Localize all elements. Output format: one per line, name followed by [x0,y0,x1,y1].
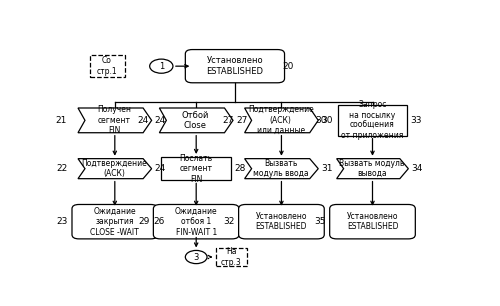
Text: 21: 21 [56,116,67,125]
Text: Установлено
ESTABLISHED: Установлено ESTABLISHED [206,57,264,76]
Polygon shape [336,159,408,179]
Polygon shape [78,159,152,179]
Circle shape [186,250,207,264]
Text: 30: 30 [316,116,327,125]
Text: 34: 34 [412,164,423,173]
Polygon shape [244,159,318,179]
Text: Вызвать модуль
вывода: Вызвать модуль вывода [339,159,404,178]
FancyBboxPatch shape [72,204,158,239]
Text: Получен
сегмент
FIN: Получен сегмент FIN [97,106,131,135]
Text: 27: 27 [236,116,248,125]
Text: Ожидание
отбоя 1
FIN-WAIT 1: Ожидание отбоя 1 FIN-WAIT 1 [175,207,218,237]
Text: 27: 27 [222,116,234,125]
Text: 24: 24 [154,116,166,125]
Bar [216,248,246,266]
Bar [338,105,407,136]
Circle shape [150,59,173,73]
Text: 20: 20 [282,62,294,71]
Text: 24: 24 [154,164,166,173]
Polygon shape [244,108,318,133]
Text: Установлено
ESTABLISHED: Установлено ESTABLISHED [256,212,307,231]
Text: Со
стр.1: Со стр.1 [97,57,117,76]
FancyBboxPatch shape [154,204,239,239]
Text: 24: 24 [138,116,148,125]
Text: Запрос
на посылку
сообщения
от приложения: Запрос на посылку сообщения от приложени… [342,100,404,140]
Text: Вызвать
модуль ввода: Вызвать модуль ввода [253,159,308,178]
FancyBboxPatch shape [238,204,324,239]
Text: 35: 35 [314,217,326,226]
Text: 31: 31 [322,164,333,173]
Text: 32: 32 [224,217,234,226]
Text: 26: 26 [154,217,165,226]
FancyBboxPatch shape [186,50,284,83]
Text: На
стр.3: На стр.3 [220,247,242,267]
Text: 30: 30 [322,116,333,125]
Text: Послать
сегмент
FIN: Послать сегмент FIN [180,154,213,184]
Text: 1: 1 [158,62,164,71]
Text: 29: 29 [138,217,149,226]
Text: 28: 28 [234,164,245,173]
Text: Ожидание
закрытия
CLOSE -WAIT: Ожидание закрытия CLOSE -WAIT [90,207,139,237]
Text: Установлено
ESTABLISHED: Установлено ESTABLISHED [347,212,398,231]
Text: 3: 3 [194,252,199,262]
Polygon shape [160,108,233,133]
Bar [90,55,124,77]
Text: Подтверждение
(АСК)
или данные: Подтверждение (АСК) или данные [248,106,314,135]
Bar [162,157,231,181]
Text: 22: 22 [56,164,67,173]
Text: Отбой
Close: Отбой Close [182,111,209,130]
Text: 33: 33 [410,116,422,125]
Text: Подтверждение
(АСК): Подтверждение (АСК) [81,159,147,178]
Text: 23: 23 [56,217,68,226]
Polygon shape [78,108,152,133]
FancyBboxPatch shape [330,204,416,239]
